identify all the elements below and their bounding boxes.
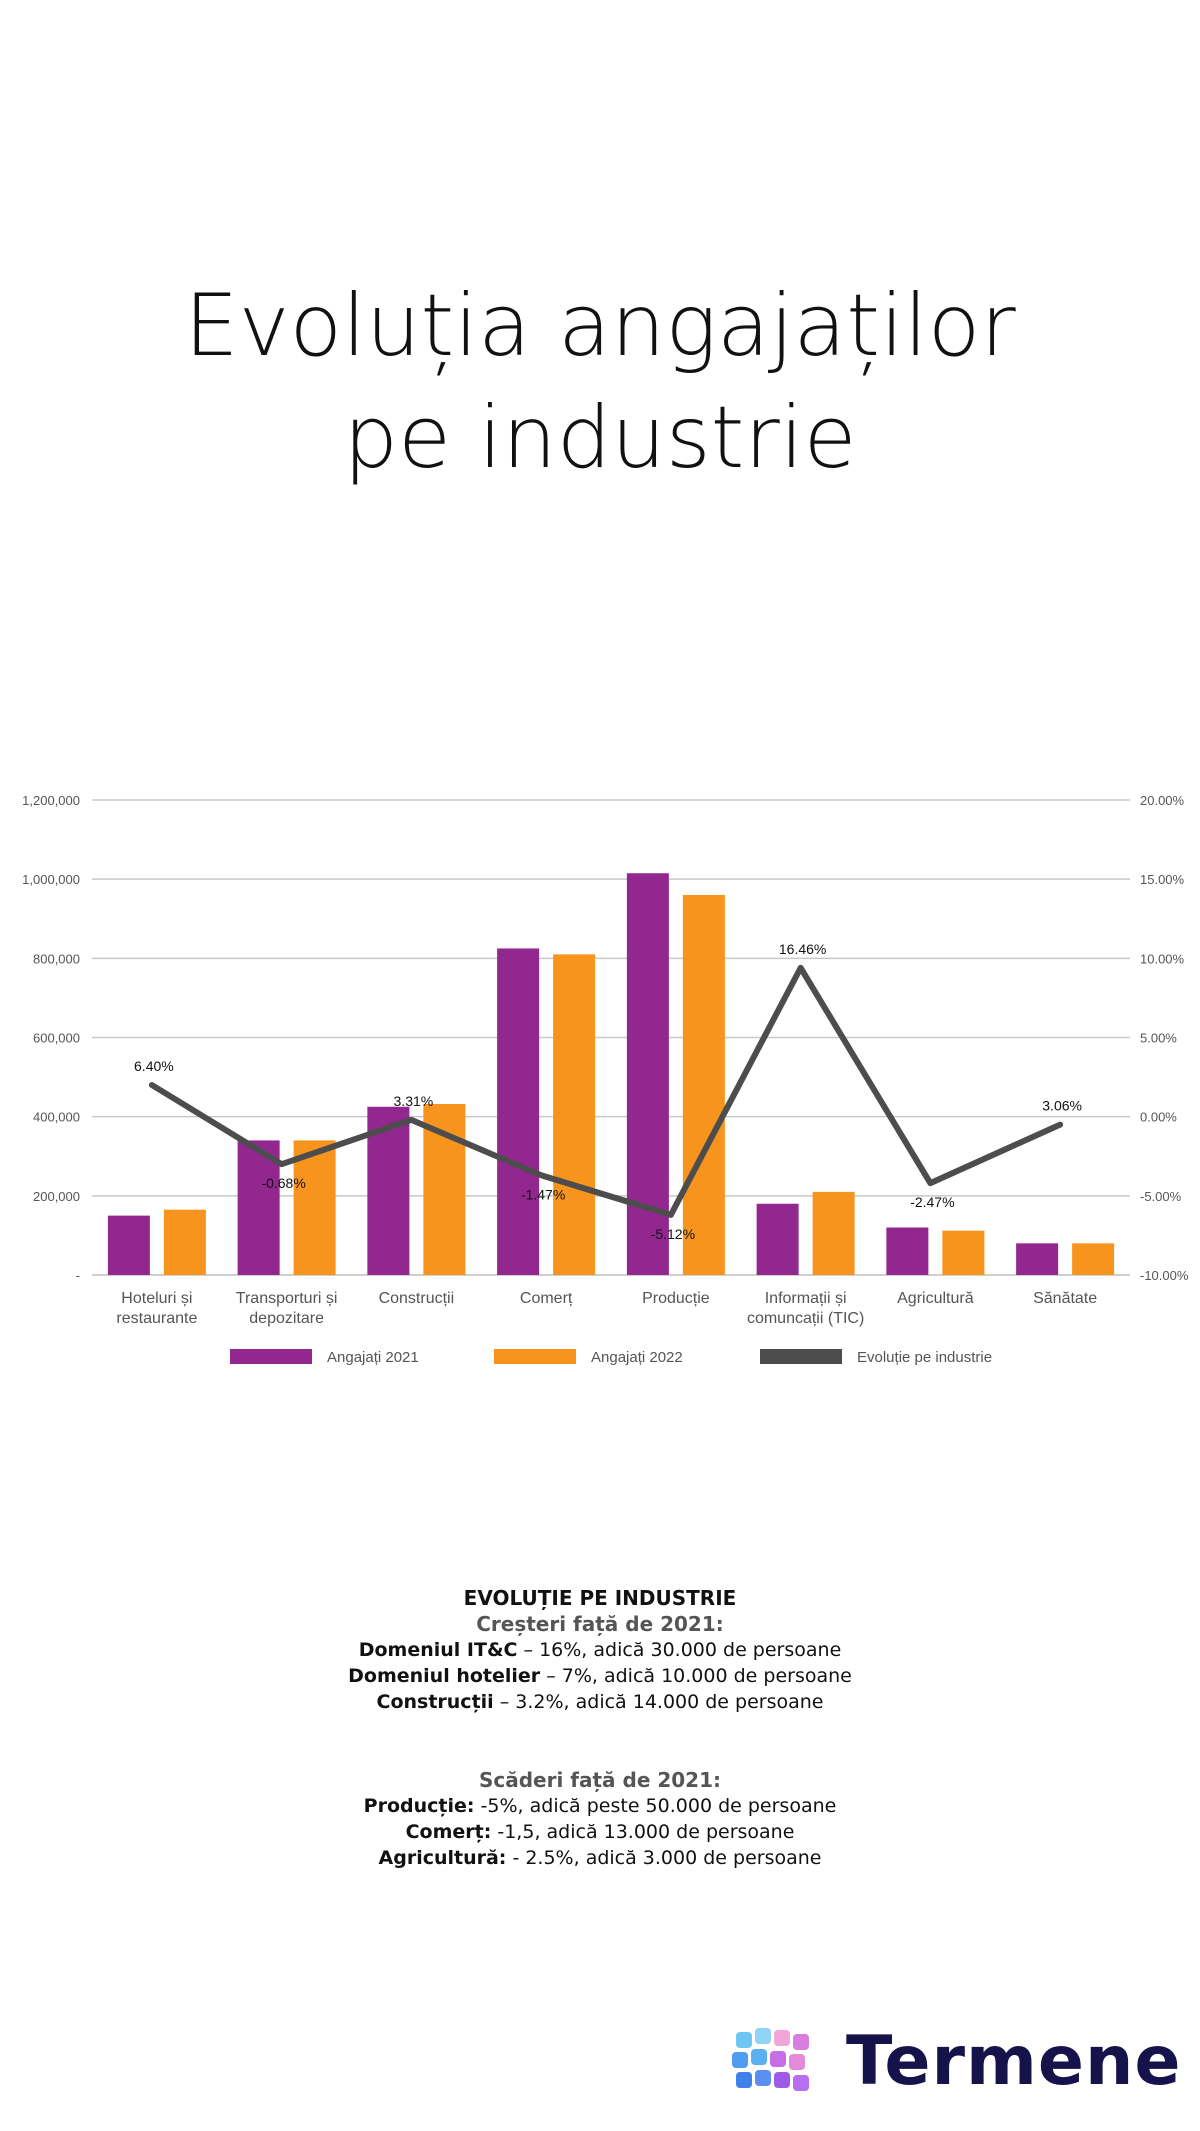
category-label-line: comuncații (TIC) <box>747 1310 864 1327</box>
category-label: Informații și comuncații (TIC) <box>747 1290 864 1327</box>
logo-wordmark: Termene <box>846 2022 1182 2101</box>
category-label: Construcții <box>379 1290 455 1307</box>
title-line-1: Evoluția angajaților <box>184 276 1016 376</box>
termene-logo: Termene <box>728 2022 1181 2102</box>
line-data-label: -2.47% <box>910 1194 954 1210</box>
category-label: Comerț <box>520 1290 573 1307</box>
decrease-text: -5%, adică peste 50.000 de persoane <box>474 1795 837 1817</box>
page-title: Evoluția angajaților pe industrie <box>0 270 1200 494</box>
category-label-line: Transporturi și <box>236 1290 338 1307</box>
decrease-item: Comerț: -1,5, adică 13.000 de persoane <box>0 1819 1200 1845</box>
increase-label: Domeniul hotelier <box>348 1665 541 1687</box>
category-label-line: Producție <box>642 1290 710 1307</box>
category-label-line: Construcții <box>379 1290 455 1307</box>
line-data-label: 6.40% <box>134 1058 174 1074</box>
right-tick-label: -5.00% <box>1140 1189 1182 1204</box>
decreases-title: Scăderi față de 2021: <box>478 1768 722 1792</box>
category-label: Hoteluri și restaurante <box>116 1290 197 1327</box>
category-labels: Hoteluri și restaurante Transporturi și dep… <box>116 1290 1097 1327</box>
bar-2021 <box>886 1227 929 1275</box>
increase-label: Construcții <box>376 1691 494 1713</box>
left-tick-label: 1,200,000 <box>22 793 80 808</box>
category-label: Agricultură <box>897 1290 974 1307</box>
increase-item: Construcții – 3.2%, adică 14.000 de pers… <box>0 1689 1200 1715</box>
category-label: Sănătate <box>1033 1290 1097 1307</box>
chart-line: 6.40% -0.68% 3.31% -1.47% -5.12% 16.46% -2.47%… <box>134 941 1082 1242</box>
bar-2022 <box>1072 1243 1115 1275</box>
right-tick-label: 20.00% <box>1140 793 1185 808</box>
category-label-line: depozitare <box>249 1310 324 1327</box>
employees-by-industry-chart: - 200,000 400,000 600,000 800,000 1,000,000 1,… <box>22 793 1189 1366</box>
legend-label: Angajați 2021 <box>327 1349 419 1366</box>
category-label-line: restaurante <box>116 1310 197 1327</box>
category-label: Transporturi și depozitare <box>236 1290 338 1327</box>
line-data-label: -5.12% <box>651 1226 695 1242</box>
bar-2022 <box>812 1191 855 1275</box>
bar-2022 <box>682 895 725 1275</box>
line-data-label: 3.06% <box>1042 1098 1082 1114</box>
left-axis-ticks: - 200,000 400,000 600,000 800,000 1,000,000 1,… <box>22 793 80 1283</box>
left-tick-label: - <box>76 1268 80 1283</box>
decrease-text: - 2.5%, adică 3.000 de persoane <box>506 1847 822 1869</box>
cube-logo-icon <box>732 2028 809 2091</box>
category-label: Producție <box>642 1290 710 1307</box>
bar-2021 <box>107 1215 150 1275</box>
right-tick-label: 5.00% <box>1140 1031 1177 1046</box>
increase-text: – 7%, adică 10.000 de persoane <box>540 1665 852 1687</box>
bar-2022 <box>293 1140 336 1275</box>
category-label-line: Sănătate <box>1033 1290 1097 1307</box>
category-label-line: Comerț <box>520 1290 573 1307</box>
increase-item: Domeniul hotelier – 7%, adică 10.000 de … <box>0 1663 1200 1689</box>
chart-bars <box>107 873 1115 1275</box>
left-tick-label: 200,000 <box>33 1189 80 1204</box>
legend-swatch <box>494 1349 576 1364</box>
increases-title: Creșteri față de 2021: <box>476 1612 724 1636</box>
line-data-label: -1.47% <box>521 1186 565 1202</box>
bar-2021 <box>237 1140 280 1275</box>
category-label-line: Hoteluri și <box>121 1290 192 1307</box>
increase-text: – 16%, adică 30.000 de persoane <box>517 1639 842 1661</box>
legend-label: Evoluție pe industrie <box>857 1349 992 1366</box>
decrease-label: Producție: <box>363 1795 475 1817</box>
category-label-line: Informații și <box>765 1290 847 1307</box>
decrease-label: Comerț: <box>405 1821 492 1843</box>
left-tick-label: 400,000 <box>33 1110 80 1125</box>
title-line-2: pe industrie <box>343 388 857 488</box>
line-data-label: -0.68% <box>261 1175 305 1191</box>
category-label-line: Agricultură <box>897 1290 974 1307</box>
evolution-line <box>148 964 1064 1218</box>
line-data-label: 16.46% <box>779 941 826 957</box>
bar-2022 <box>942 1230 985 1275</box>
bar-2021 <box>756 1203 799 1275</box>
right-axis-ticks: -10.00% -5.00% 0.00% 5.00% 10.00% 15.00% 20.00… <box>1140 793 1189 1283</box>
bar-2022 <box>163 1209 206 1275</box>
decrease-item: Agricultură: - 2.5%, adică 3.000 de pers… <box>0 1845 1200 1871</box>
right-tick-label: 10.00% <box>1140 951 1185 966</box>
right-tick-label: 15.00% <box>1140 872 1185 887</box>
right-tick-label: -10.00% <box>1140 1268 1189 1283</box>
left-tick-label: 600,000 <box>33 1031 80 1046</box>
increase-text: – 3.2%, adică 14.000 de persoane <box>493 1691 824 1713</box>
summary-block: EVOLUȚIE PE INDUSTRIE Creșteri față de 2… <box>0 1585 1200 1871</box>
decrease-text: -1,5, adică 13.000 de persoane <box>491 1821 795 1843</box>
bar-2022 <box>553 954 596 1275</box>
chart-legend: Angajați 2021 Angajați 2022 Evoluție pe in… <box>230 1349 992 1366</box>
spacer <box>0 1715 1200 1767</box>
right-tick-label: 0.00% <box>1140 1110 1177 1125</box>
legend-label: Angajați 2022 <box>591 1349 683 1366</box>
decrease-label: Agricultură: <box>378 1847 507 1869</box>
bar-2021 <box>497 948 540 1275</box>
legend-swatch <box>760 1349 842 1364</box>
left-tick-label: 1,000,000 <box>22 872 80 887</box>
summary-heading: EVOLUȚIE PE INDUSTRIE <box>463 1586 737 1610</box>
left-tick-label: 800,000 <box>33 951 80 966</box>
bar-2021 <box>1016 1243 1059 1275</box>
decrease-item: Producție: -5%, adică peste 50.000 de pe… <box>0 1793 1200 1819</box>
line-data-label: 3.31% <box>394 1093 434 1109</box>
increase-label: Domeniul IT&C <box>358 1639 518 1661</box>
legend-swatch <box>230 1349 312 1364</box>
increase-item: Domeniul IT&C – 16%, adică 30.000 de per… <box>0 1637 1200 1663</box>
